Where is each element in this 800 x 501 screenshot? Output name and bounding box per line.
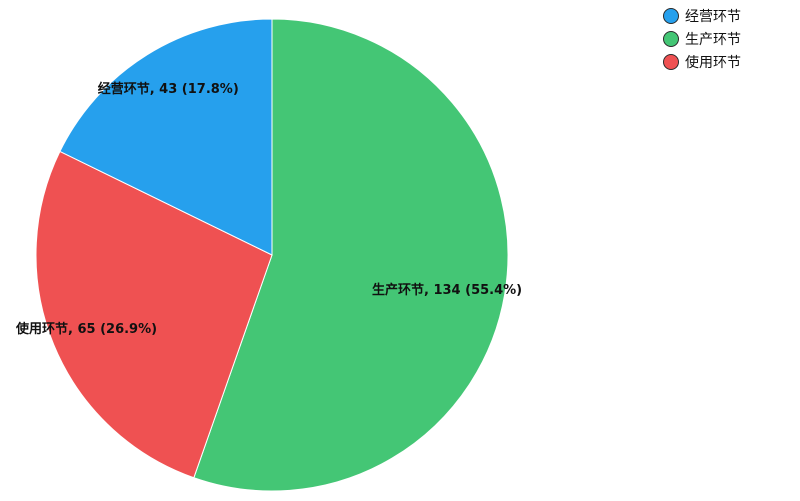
pie-slice-operation[interactable] xyxy=(59,18,273,256)
pie-labels: 生产环节, 134 (55.4%) 使用环节, 65 (26.9%) 经营环节, 4… xyxy=(15,81,522,337)
legend-item-operation[interactable]: 经营环节 xyxy=(663,6,741,25)
data-label-production: 生产环节, 134 (55.4%) xyxy=(372,282,522,298)
pie-slice-usage[interactable] xyxy=(35,150,273,479)
legend-swatch-operation xyxy=(663,7,679,24)
legend-label-operation: 经营环节 xyxy=(685,8,741,25)
legend-swatch-usage xyxy=(663,53,679,70)
legend-label-production: 生产环节 xyxy=(685,31,741,48)
legend-item-production[interactable]: 生产环节 xyxy=(663,29,741,48)
pie-slices xyxy=(35,18,509,492)
legend-label-usage: 使用环节 xyxy=(685,54,741,71)
legend-item-usage[interactable]: 使用环节 xyxy=(663,52,741,71)
legend-swatch-production xyxy=(663,30,679,47)
data-label-usage: 使用环节, 65 (26.9%) xyxy=(15,321,157,337)
chart-legend: 经营环节 生产环节 使用环节 xyxy=(663,6,741,71)
data-label-operation: 经营环节, 43 (17.8%) xyxy=(98,81,239,97)
